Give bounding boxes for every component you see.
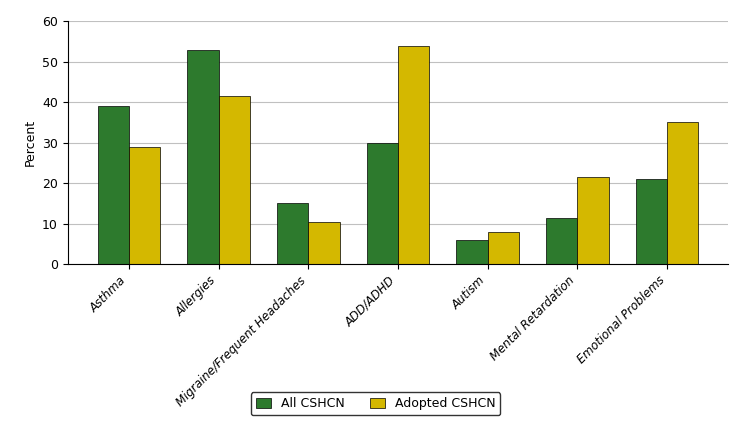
- Bar: [277, 204, 309, 264]
- Bar: [635, 179, 667, 264]
- Bar: [546, 218, 578, 264]
- Y-axis label: Percent: Percent: [23, 119, 36, 166]
- Bar: [578, 177, 609, 264]
- Bar: [667, 123, 698, 264]
- Bar: [366, 143, 398, 264]
- Bar: [457, 240, 487, 264]
- Bar: [487, 232, 519, 264]
- Bar: [98, 106, 129, 264]
- Bar: [309, 222, 339, 264]
- Bar: [129, 147, 161, 264]
- Bar: [187, 50, 219, 264]
- Bar: [398, 46, 430, 264]
- Legend: All CSHCN, Adopted CSHCN: All CSHCN, Adopted CSHCN: [251, 392, 500, 415]
- Bar: [219, 96, 250, 264]
